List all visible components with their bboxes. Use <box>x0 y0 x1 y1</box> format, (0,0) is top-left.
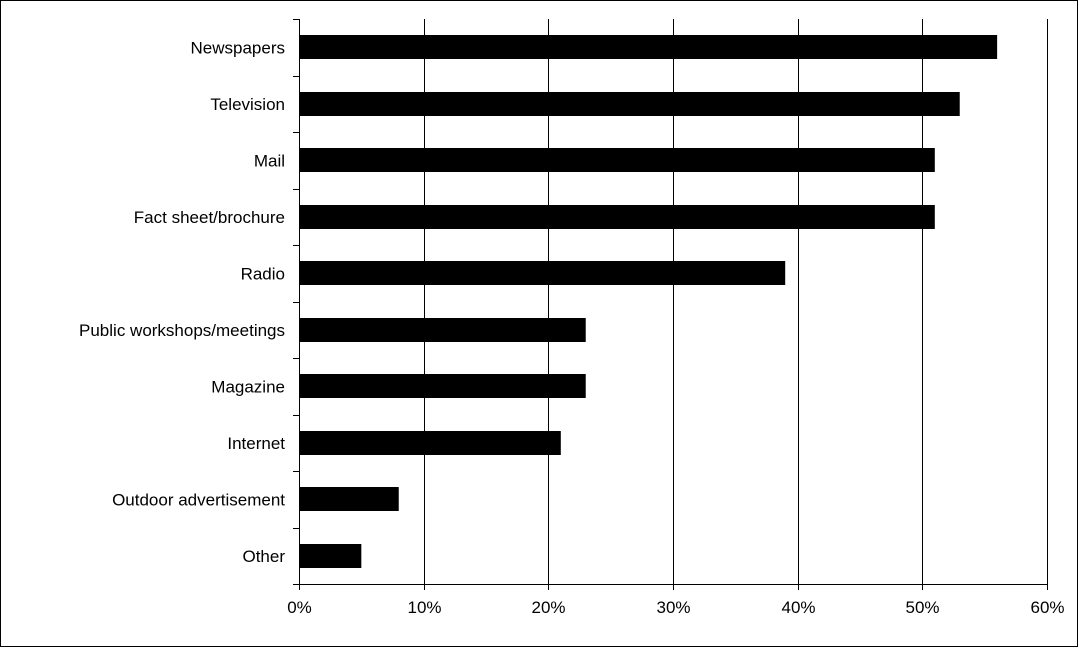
bar-outdoor-advertisement <box>299 487 399 511</box>
category-label: Television <box>210 95 285 114</box>
category-label: Public workshops/meetings <box>79 321 285 340</box>
category-label: Mail <box>254 151 285 170</box>
category-label: Radio <box>241 264 285 283</box>
x-tick-label: 50% <box>905 598 939 617</box>
x-tick-label: 0% <box>287 598 312 617</box>
x-tick-label: 40% <box>781 598 815 617</box>
bar-internet <box>299 431 561 455</box>
bars <box>299 35 998 568</box>
x-tick-label: 60% <box>1030 598 1064 617</box>
axes <box>293 19 1048 590</box>
category-label: Fact sheet/brochure <box>134 208 285 227</box>
x-tick-label: 20% <box>531 598 565 617</box>
category-label: Outdoor advertisement <box>112 490 285 509</box>
category-label: Magazine <box>211 377 285 396</box>
bar-fact-sheet-brochure <box>299 205 935 229</box>
bar-television <box>299 92 960 116</box>
bar-newspapers <box>299 35 998 59</box>
labels: 0% 10% 20% 30% 40% 50% 60% Newspapers Television… <box>79 38 1065 617</box>
category-label: Other <box>242 547 285 566</box>
bar-public-workshops-meetings <box>299 318 586 342</box>
category-label: Newspapers <box>191 38 286 57</box>
category-label: Internet <box>227 434 285 453</box>
x-tick-label: 30% <box>656 598 690 617</box>
bar-mail <box>299 148 935 172</box>
x-tick-label: 10% <box>407 598 441 617</box>
bar-other <box>299 544 362 568</box>
bar-radio <box>299 261 786 285</box>
bar-magazine <box>299 374 586 398</box>
